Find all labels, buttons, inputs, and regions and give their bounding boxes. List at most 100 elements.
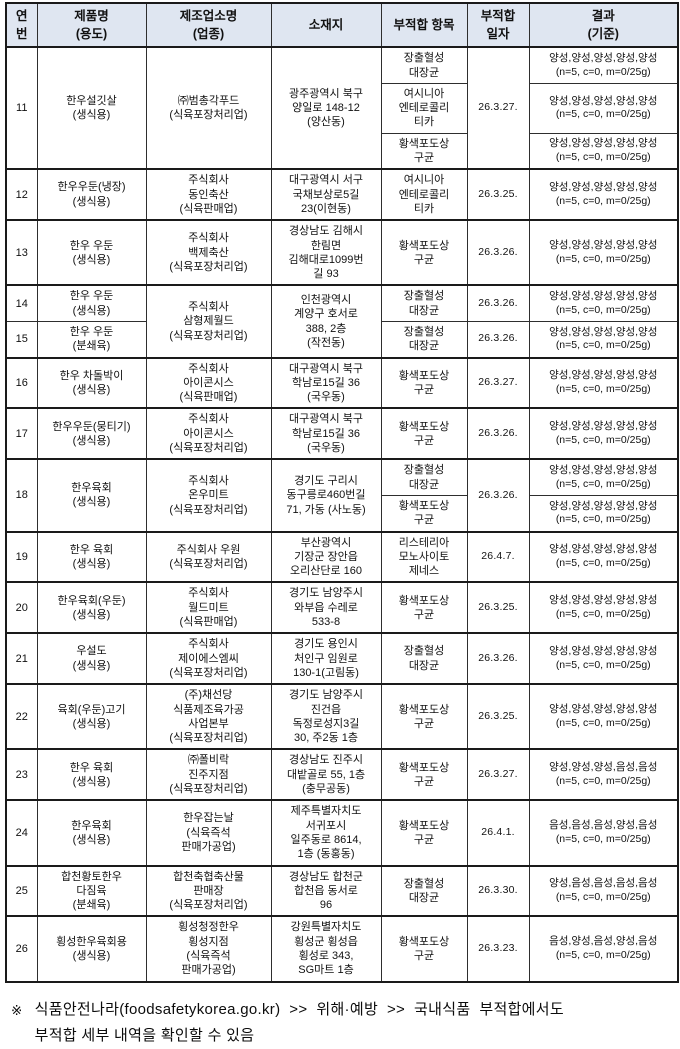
violation-date-cell: 26.3.23. (466, 915, 530, 983)
table-row: 22 육회(우둔)고기 (생식용) (주)채선당 식품제조육가공 사업본부 (식육포… (5, 683, 679, 750)
result-cell: 양성,양성,양성,양성,양성 (n=5, c=0, m=0/25g) (528, 82, 679, 134)
table-row: 25 합천황토한우 다짐육 (분쇄육) 합천축협축산물 판매장 (식육포장처리업) 경… (5, 864, 679, 917)
violation-date-cell: 26.3.26. (466, 284, 530, 323)
column-header-no: 연 번 (5, 2, 38, 48)
table-row: 19 한우 육회 (생식용) 주식회사 우원 (식육포장처리업) 부산광역시 기장군 … (5, 530, 679, 583)
product-name-cell: 한우 육회 (생식용) (36, 530, 147, 583)
result-cell: 양성,양성,양성,양성,양성 (n=5, c=0, m=0/25g) (528, 494, 679, 533)
row-number-cell: 17 (5, 407, 38, 460)
manufacturer-cell: 합천축협축산물 판매장 (식육포장처리업) (145, 864, 272, 917)
row-number-cell: 19 (5, 530, 38, 583)
row-number-cell: 15 (5, 320, 38, 359)
manufacturer-cell: 주식회사 동인축산 (식육판매업) (145, 168, 272, 221)
result-cell: 음성,음성,음성,양성,음성 (n=5, c=0, m=0/25g) (528, 799, 679, 867)
violation-item-cell: 황색포도상 구균 (380, 219, 468, 286)
table-row: 21 우설도 (생식용) 주식회사 제이에스엠씨 (식육포장처리업) 경기도 용인시 … (5, 632, 679, 685)
table-row: 17 한우우둔(뭉티기) (생식용) 주식회사 아이콘시스 (식육포장처리업) 대구광… (5, 407, 679, 460)
product-name-cell: 한우설깃살 (생식용) (36, 46, 147, 170)
violation-item-cell: 황색포도상 구균 (380, 494, 468, 533)
violation-item-cell: 황색포도상 구균 (380, 356, 468, 409)
result-cell: 양성,양성,양성,양성,양성 (n=5, c=0, m=0/25g) (528, 320, 679, 359)
manufacturer-cell: ㈜폴비락 진주지점 (식육포장처리업) (145, 748, 272, 801)
manufacturer-cell: 횡성청정한우 횡성지점 (식육즉석 판매가공업) (145, 915, 272, 983)
address-cell: 경기도 구리시 동구릉로460번길 71, 가동 (사노동) (270, 458, 382, 533)
manufacturer-cell: 한우잡는날 (식육즉석 판매가공업) (145, 799, 272, 867)
violation-date-cell: 26.3.26. (466, 632, 530, 685)
manufacturer-cell: 주식회사 백제축산 (식육포장처리업) (145, 219, 272, 286)
result-cell: 양성,양성,양성,음성,음성 (n=5, c=0, m=0/25g) (528, 748, 679, 801)
product-name-cell: 한우 우둔 (생식용) (36, 284, 147, 323)
row-number-cell: 13 (5, 219, 38, 286)
address-cell: 경상남도 합천군 합천읍 동서로 96 (270, 864, 382, 917)
violation-date-cell: 26.3.30. (466, 864, 530, 917)
violation-date-cell: 26.3.25. (466, 683, 530, 750)
violation-date-cell: 26.3.26. (466, 320, 530, 359)
result-cell: 양성,음성,음성,음성,음성 (n=5, c=0, m=0/25g) (528, 864, 679, 917)
product-name-cell: 한우육회 (생식용) (36, 799, 147, 867)
result-cell: 양성,양성,양성,양성,양성 (n=5, c=0, m=0/25g) (528, 168, 679, 221)
violation-date-cell: 26.3.27. (466, 46, 530, 170)
violation-item-cell: 장출혈성 대장균 (380, 458, 468, 496)
violation-item-cell: 장출혈성 대장균 (380, 320, 468, 359)
product-name-cell: 한우우둔(냉장) (생식용) (36, 168, 147, 221)
address-cell: 제주특별자치도 서귀포시 일주동로 8614, 1층 (동홍동) (270, 799, 382, 867)
row-number-cell: 23 (5, 748, 38, 801)
result-cell: 양성,양성,양성,양성,양성 (n=5, c=0, m=0/25g) (528, 683, 679, 750)
result-cell: 양성,양성,양성,양성,양성 (n=5, c=0, m=0/25g) (528, 632, 679, 685)
column-header-item: 부적합 항목 (380, 2, 468, 48)
manufacturer-cell: 주식회사 제이에스엠씨 (식육포장처리업) (145, 632, 272, 685)
product-name-cell: 합천황토한우 다짐육 (분쇄육) (36, 864, 147, 917)
address-cell: 경상남도 김해시 한림면 김해대로1099번 길 93 (270, 219, 382, 286)
manufacturer-cell: 주식회사 아이콘시스 (식육포장처리업) (145, 407, 272, 460)
address-cell: 인천광역시 계양구 호서로 388, 2층 (작전동) (270, 284, 382, 359)
address-cell: 경상남도 진주시 대밭골로 55, 1층 (충무공동) (270, 748, 382, 801)
violation-item-cell: 장출혈성 대장균 (380, 46, 468, 84)
row-number-cell: 12 (5, 168, 38, 221)
footnote-marker: ※ (11, 1002, 23, 1018)
result-cell: 양성,양성,양성,양성,양성 (n=5, c=0, m=0/25g) (528, 284, 679, 323)
manufacturer-cell: 주식회사 삼형제월드 (식육포장처리업) (145, 284, 272, 359)
violation-item-cell: 황색포도상 구균 (380, 132, 468, 170)
manufacturer-cell: 주식회사 우원 (식육포장처리업) (145, 530, 272, 583)
row-number-cell: 14 (5, 284, 38, 323)
table-row: 14 한우 우둔 (생식용) 주식회사 삼형제월드 (식육포장처리업) 인천광역시 계… (5, 284, 679, 359)
table-row: 11 한우설깃살 (생식용) ㈜범총각푸드 (식육포장처리업) 광주광역시 북구 양일… (5, 46, 679, 170)
table-body: 11 한우설깃살 (생식용) ㈜범총각푸드 (식육포장처리업) 광주광역시 북구 양일… (5, 46, 679, 983)
violation-item-cell: 장출혈성 대장균 (380, 864, 468, 917)
result-cell: 음성,양성,음성,양성,음성 (n=5, c=0, m=0/25g) (528, 915, 679, 983)
address-cell: 대구광역시 북구 학남로15길 36 (국우동) (270, 356, 382, 409)
row-number-cell: 16 (5, 356, 38, 409)
product-name-cell: 한우우둔(뭉티기) (생식용) (36, 407, 147, 460)
violation-date-cell: 26.3.26. (466, 458, 530, 533)
address-cell: 경기도 용인시 처인구 임원로 130-1(고림동) (270, 632, 382, 685)
product-name-cell: 횡성한우육회용 (생식용) (36, 915, 147, 983)
footnote: ※ 식품안전나라(foodsafetykorea.go.kr) >> 위해·예방… (5, 997, 676, 1049)
violation-item-cell: 여시니아 엔테로콜리 티카 (380, 168, 468, 221)
manufacturer-cell: ㈜범총각푸드 (식육포장처리업) (145, 46, 272, 170)
result-cell: 양성,양성,양성,양성,양성 (n=5, c=0, m=0/25g) (528, 530, 679, 583)
table-row: 26 횡성한우육회용 (생식용) 횡성청정한우 횡성지점 (식육즉석 판매가공업) 강… (5, 915, 679, 983)
noncompliance-table: 연 번 제품명 (용도) 제조업소명 (업종) 소재지 부적합 항목 부적합 일자 결과 (… (5, 2, 679, 983)
result-cell: 양성,양성,양성,양성,양성 (n=5, c=0, m=0/25g) (528, 219, 679, 286)
violation-date-cell: 26.4.1. (466, 799, 530, 867)
column-header-maker: 제조업소명 (업종) (145, 2, 272, 48)
violation-date-cell: 26.4.7. (466, 530, 530, 583)
table-header: 연 번 제품명 (용도) 제조업소명 (업종) 소재지 부적합 항목 부적합 일자 결과 (… (5, 2, 679, 48)
violation-item-cell: 장출혈성 대장균 (380, 284, 468, 323)
address-cell: 대구광역시 서구 국채보상로5길 23(이현동) (270, 168, 382, 221)
result-cell: 양성,양성,양성,양성,양성 (n=5, c=0, m=0/25g) (528, 458, 679, 496)
column-header-date: 부적합 일자 (466, 2, 530, 48)
violation-item-cell: 황색포도상 구균 (380, 799, 468, 867)
result-cell: 양성,양성,양성,양성,양성 (n=5, c=0, m=0/25g) (528, 132, 679, 170)
column-header-product: 제품명 (용도) (36, 2, 147, 48)
table-row: 20 한우육회(우둔) (생식용) 주식회사 월드미트 (식육판매업) 경기도 남양주… (5, 581, 679, 634)
product-name-cell: 한우 우둔 (생식용) (36, 219, 147, 286)
manufacturer-cell: 주식회사 아이콘시스 (식육판매업) (145, 356, 272, 409)
violation-item-cell: 황색포도상 구균 (380, 407, 468, 460)
table-row: 18 한우육회 (생식용) 주식회사 온우미트 (식육포장처리업) 경기도 구리시 동… (5, 458, 679, 533)
violation-date-cell: 26.3.25. (466, 581, 530, 634)
table-row: 13 한우 우둔 (생식용) 주식회사 백제축산 (식육포장처리업) 경상남도 김해시… (5, 219, 679, 286)
row-number-cell: 26 (5, 915, 38, 983)
manufacturer-cell: 주식회사 월드미트 (식육판매업) (145, 581, 272, 634)
violation-item-cell: 리스테리아 모노사이토 제네스 (380, 530, 468, 583)
